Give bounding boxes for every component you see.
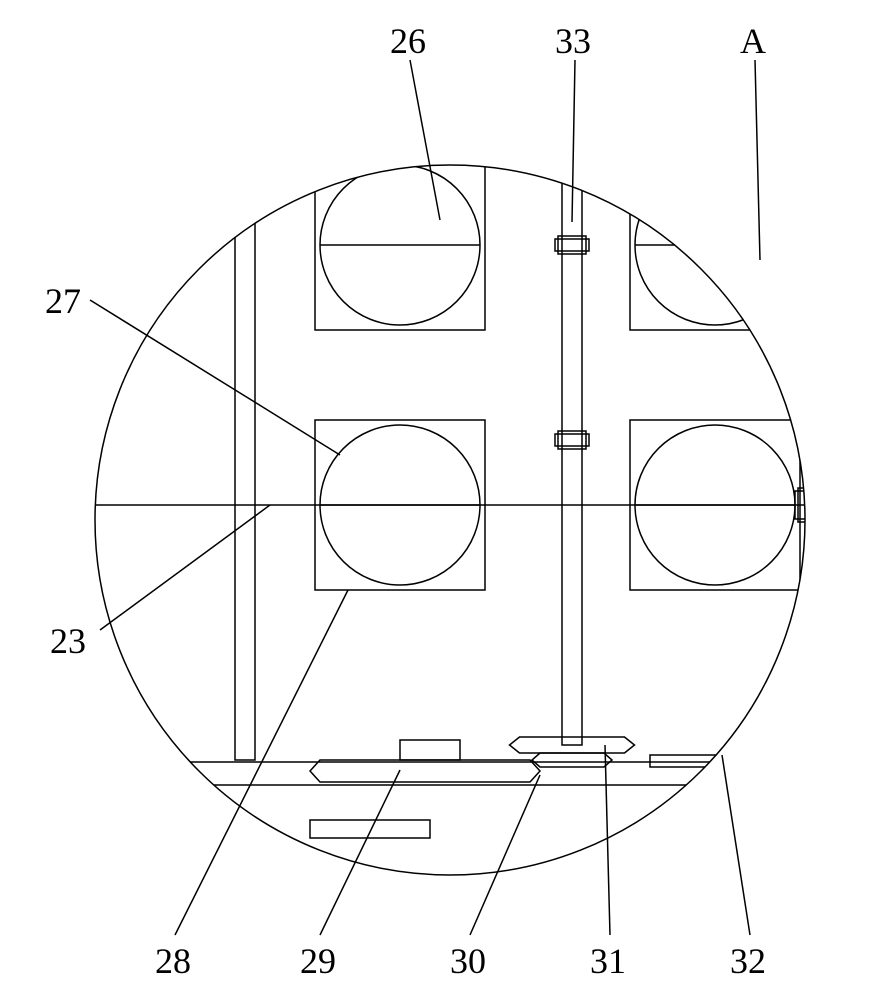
label-32: 32 xyxy=(730,940,766,982)
label-30: 30 xyxy=(450,940,486,982)
detail-view-content xyxy=(95,150,815,838)
detail-circle xyxy=(95,165,805,875)
label-31: 31 xyxy=(590,940,626,982)
label-26: 26 xyxy=(390,20,426,62)
label-33: 33 xyxy=(555,20,591,62)
label-29: 29 xyxy=(300,940,336,982)
label-23: 23 xyxy=(50,620,86,662)
label-A: A xyxy=(740,20,766,62)
engineering-diagram xyxy=(0,0,882,1000)
leader-lines xyxy=(90,60,760,935)
label-27: 27 xyxy=(45,280,81,322)
label-28: 28 xyxy=(155,940,191,982)
